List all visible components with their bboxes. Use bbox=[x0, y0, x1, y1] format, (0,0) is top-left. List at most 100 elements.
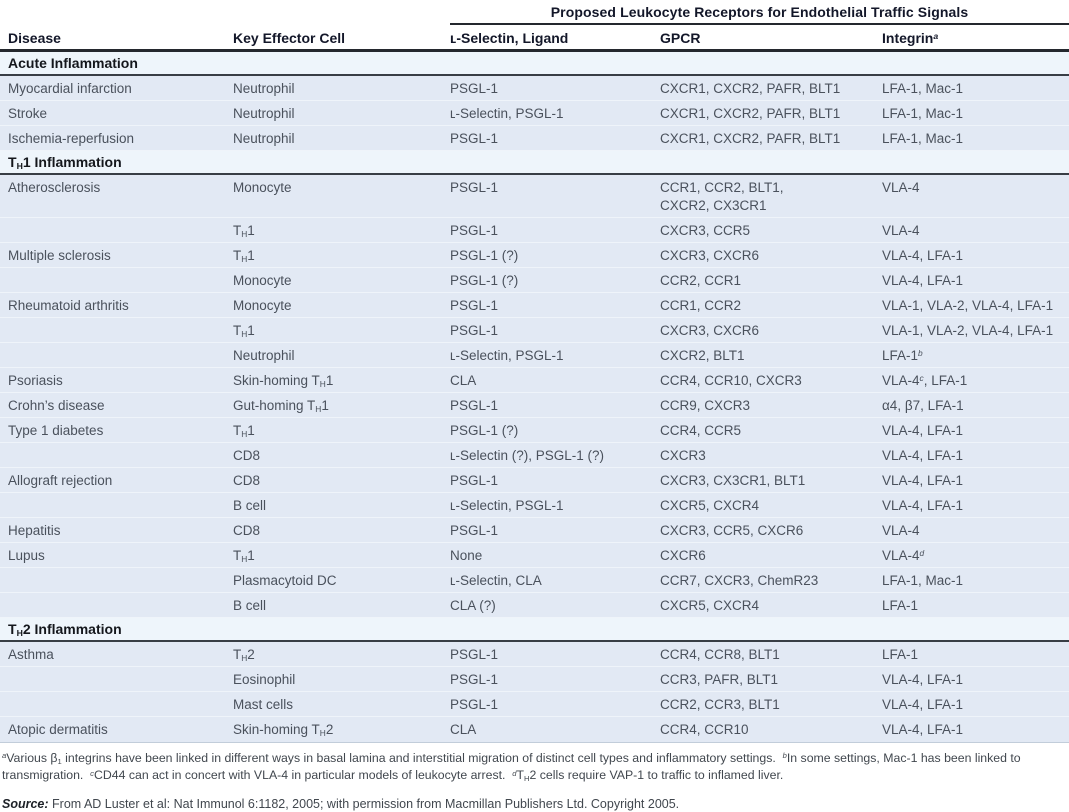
table-row: Mast cells PSGL-1 CCR2, CCR3, BLT1 VLA-4, L… bbox=[0, 692, 1069, 717]
table-row: Eosinophil PSGL-1 CCR3, PAFR, BLT1 VLA-4, L… bbox=[0, 667, 1069, 692]
table-row: Myocardial infarction Neutrophil PSGL-1 CXC… bbox=[0, 76, 1069, 101]
source-text: From AD Luster et al: Nat Immunol 6:1182… bbox=[48, 796, 680, 811]
cell-selectin-ligand: PSGL-1 bbox=[450, 647, 499, 662]
cell-integrin: VLA-4, LFA-1 bbox=[882, 722, 964, 737]
cell-disease: Atherosclerosis bbox=[8, 180, 101, 195]
cell-gpcr: CCR1, CCR2, BLT1, CXCR2, CX3CR1 bbox=[660, 180, 784, 213]
cell-gpcr: CXCR5, CXCR4 bbox=[660, 598, 760, 613]
cell-disease: Myocardial infarction bbox=[8, 81, 132, 96]
cell-selectin-ligand: PSGL-1 bbox=[450, 697, 499, 712]
cell-effector-cell: Skin-homing TH2 bbox=[233, 722, 334, 739]
table-row: Ischemia-reperfusion Neutrophil PSGL-1 CXCR… bbox=[0, 126, 1069, 151]
cell-integrin: VLA-4, LFA-1 bbox=[882, 672, 964, 687]
cell-selectin-ligand: PSGL-1 bbox=[450, 398, 499, 413]
cell-gpcr: CXCR3, CCR5, CXCR6 bbox=[660, 523, 804, 538]
table-row: TH1 PSGL-1 CXCR3, CCR5 VLA-4 bbox=[0, 218, 1069, 243]
cell-selectin-ligand: PSGL-1 bbox=[450, 180, 499, 195]
table-row: Monocyte PSGL-1 (?) CCR2, CCR1 VLA-4, LFA-1 bbox=[0, 268, 1069, 293]
cell-integrin: LFA-1, Mac-1 bbox=[882, 573, 964, 588]
source-label: Source: bbox=[2, 796, 49, 811]
table-row: CD8 ʟ-Selectin (?), PSGL-1 (?) CXCR3 VLA-4,… bbox=[0, 443, 1069, 468]
column-header-gpcr: GPCR bbox=[660, 30, 701, 46]
cell-selectin-ligand: CLA bbox=[450, 722, 477, 737]
cell-disease: Hepatitis bbox=[8, 523, 61, 538]
cell-effector-cell: TH1 bbox=[233, 423, 255, 440]
cell-selectin-ligand: PSGL-1 bbox=[450, 523, 499, 538]
table-row: Stroke Neutrophil ʟ-Selectin, PSGL-1 CXCR1,… bbox=[0, 101, 1069, 126]
cell-effector-cell: Neutrophil bbox=[233, 106, 295, 121]
table-row: Asthma TH2 PSGL-1 CCR4, CCR8, BLT1 LFA-1 bbox=[0, 642, 1069, 667]
cell-gpcr: CXCR3, CXCR6 bbox=[660, 248, 760, 263]
footnotes: aVarious β1 integrins have been linked i… bbox=[2, 750, 1025, 784]
table-body: Acute Inflammation Myocardial infarction N… bbox=[0, 52, 1069, 742]
cell-effector-cell: CD8 bbox=[233, 473, 261, 488]
cell-gpcr: CXCR3, CX3CR1, BLT1 bbox=[660, 473, 806, 488]
column-header-disease: Disease bbox=[8, 30, 61, 46]
section-title: TH1 Inflammation bbox=[8, 154, 122, 172]
table-row: Lupus TH1 None CXCR6 VLA-4d bbox=[0, 543, 1069, 568]
source-line: Source: From AD Luster et al: Nat Immuno… bbox=[0, 797, 1069, 811]
cell-integrin: VLA-4, LFA-1 bbox=[882, 448, 964, 463]
table-row: Allograft rejection CD8 PSGL-1 CXCR3, CX3CR… bbox=[0, 468, 1069, 493]
table-row: TH1 PSGL-1 CXCR3, CXCR6 VLA-1, VLA-2, VLA-4… bbox=[0, 318, 1069, 343]
table-row: Rheumatoid arthritis Monocyte PSGL-1 CCR1, … bbox=[0, 293, 1069, 318]
column-header-effector-cell: Key Effector Cell bbox=[233, 30, 346, 46]
cell-effector-cell: Neutrophil bbox=[233, 131, 295, 146]
cell-effector-cell: CD8 bbox=[233, 448, 261, 463]
table-row: Hepatitis CD8 PSGL-1 CXCR3, CCR5, CXCR6 VLA-… bbox=[0, 518, 1069, 543]
cell-selectin-ligand: PSGL-1 bbox=[450, 81, 499, 96]
cell-effector-cell: Neutrophil bbox=[233, 81, 295, 96]
cell-selectin-ligand: PSGL-1 (?) bbox=[450, 273, 519, 288]
cell-integrin: LFA-1 bbox=[882, 647, 919, 662]
cell-selectin-ligand: ʟ-Selectin, PSGL-1 bbox=[450, 348, 564, 363]
cell-selectin-ligand: CLA (?) bbox=[450, 598, 496, 613]
table-header-span-row: Proposed Leukocyte Receptors for Endothe… bbox=[0, 0, 1069, 25]
cell-gpcr: CXCR3 bbox=[660, 448, 706, 463]
cell-disease: Type 1 diabetes bbox=[8, 423, 104, 438]
cell-effector-cell: Skin-homing TH1 bbox=[233, 373, 334, 390]
cell-gpcr: CCR4, CCR8, BLT1 bbox=[660, 647, 780, 662]
table-body-wrap: Acute Inflammation Myocardial infarction N… bbox=[0, 52, 1069, 743]
cell-selectin-ligand: PSGL-1 (?) bbox=[450, 423, 519, 438]
cell-disease: Multiple sclerosis bbox=[8, 248, 111, 263]
cell-disease: Asthma bbox=[8, 647, 54, 662]
cell-disease: Atopic dermatitis bbox=[8, 722, 108, 737]
cell-selectin-ligand: PSGL-1 bbox=[450, 323, 499, 338]
cell-effector-cell: Mast cells bbox=[233, 697, 294, 712]
cell-effector-cell: TH1 bbox=[233, 548, 255, 565]
section-header-row: Acute Inflammation bbox=[0, 52, 1069, 76]
cell-gpcr: CXCR1, CXCR2, PAFR, BLT1 bbox=[660, 81, 841, 96]
cell-selectin-ligand: ʟ-Selectin (?), PSGL-1 (?) bbox=[450, 448, 604, 463]
cell-integrin: VLA-4 bbox=[882, 523, 920, 538]
cell-integrin: VLA-1, VLA-2, VLA-4, LFA-1 bbox=[882, 323, 1054, 338]
cell-effector-cell: Monocyte bbox=[233, 273, 292, 288]
cell-gpcr: CXCR1, CXCR2, PAFR, BLT1 bbox=[660, 106, 841, 121]
column-header-row: Disease Key Effector Cell ʟ-Selectin, Li… bbox=[0, 25, 1069, 52]
table-row: Atherosclerosis Monocyte PSGL-1 CCR1, CCR2,… bbox=[0, 175, 1069, 218]
cell-effector-cell: TH1 bbox=[233, 248, 255, 265]
table-row: B cell ʟ-Selectin, PSGL-1 CXCR5, CXCR4 VLA-… bbox=[0, 493, 1069, 518]
table-row: Neutrophil ʟ-Selectin, PSGL-1 CXCR2, BLT1 L… bbox=[0, 343, 1069, 368]
cell-disease: Ischemia-reperfusion bbox=[8, 131, 135, 146]
cell-effector-cell: Plasmacytoid DC bbox=[233, 573, 337, 588]
cell-integrin: α4, β7, LFA-1 bbox=[882, 398, 964, 413]
cell-effector-cell: B cell bbox=[233, 598, 267, 613]
cell-integrin: VLA-4, LFA-1 bbox=[882, 248, 964, 263]
table-group-header: Proposed Leukocyte Receptors for Endothe… bbox=[550, 4, 969, 20]
cell-integrin: VLA-4, LFA-1 bbox=[882, 498, 964, 513]
cell-effector-cell: CD8 bbox=[233, 523, 261, 538]
cell-integrin: LFA-1, Mac-1 bbox=[882, 131, 964, 146]
cell-disease: Allograft rejection bbox=[8, 473, 113, 488]
cell-selectin-ligand: PSGL-1 bbox=[450, 473, 499, 488]
table-row: Plasmacytoid DC ʟ-Selectin, CLA CCR7, CXCR… bbox=[0, 568, 1069, 593]
cell-disease: Rheumatoid arthritis bbox=[8, 298, 129, 313]
cell-effector-cell: TH1 bbox=[233, 223, 255, 240]
cell-selectin-ligand: ʟ-Selectin, PSGL-1 bbox=[450, 106, 564, 121]
cell-selectin-ligand: CLA bbox=[450, 373, 477, 388]
cell-gpcr: CCR7, CXCR3, ChemR23 bbox=[660, 573, 819, 588]
table-row: Multiple sclerosis TH1 PSGL-1 (?) CXCR3, CX… bbox=[0, 243, 1069, 268]
span-header-zone: Proposed Leukocyte Receptors for Endothe… bbox=[450, 0, 1069, 25]
cell-gpcr: CCR4, CCR10, CXCR3 bbox=[660, 373, 802, 388]
cell-gpcr: CCR2, CCR3, BLT1 bbox=[660, 697, 780, 712]
cell-disease: Lupus bbox=[8, 548, 45, 563]
